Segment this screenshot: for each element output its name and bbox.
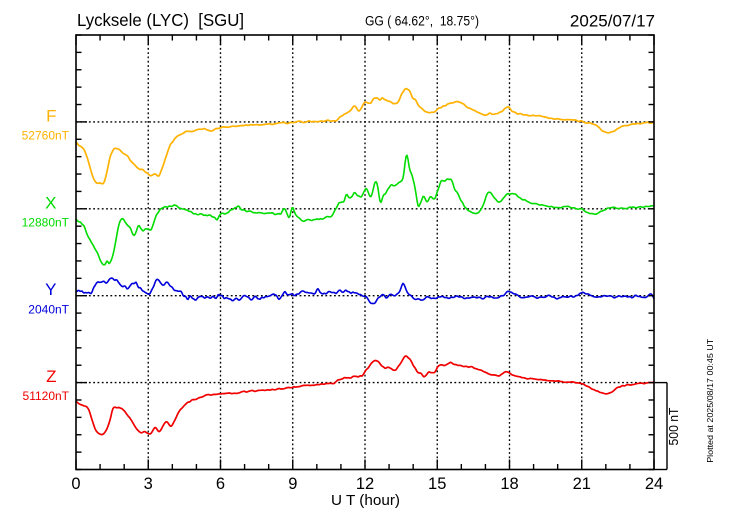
svg-text:X: X — [45, 193, 56, 212]
svg-text:Z: Z — [46, 367, 56, 386]
svg-text:0: 0 — [71, 475, 80, 493]
svg-text:U T (hour): U T (hour) — [331, 492, 400, 509]
svg-text:Plotted at 2025/08/17 00:45 UT: Plotted at 2025/08/17 00:45 UT — [705, 338, 715, 463]
svg-text:9: 9 — [288, 475, 297, 493]
svg-text:Y: Y — [45, 280, 56, 299]
svg-text:18: 18 — [500, 475, 518, 493]
svg-text:GG ( 64.62°, 18.75°): GG ( 64.62°, 18.75°) — [365, 13, 479, 28]
svg-text:24: 24 — [645, 475, 663, 493]
svg-text:6: 6 — [216, 475, 225, 493]
svg-text:2025/07/17: 2025/07/17 — [570, 12, 655, 31]
svg-text:3: 3 — [144, 475, 153, 493]
svg-text:2040nT: 2040nT — [28, 302, 69, 316]
svg-text:51120nT: 51120nT — [23, 389, 70, 403]
svg-text:F: F — [46, 106, 56, 125]
svg-text:21: 21 — [573, 475, 591, 493]
svg-text:500 nT: 500 nT — [666, 407, 681, 445]
svg-text:15: 15 — [428, 475, 446, 493]
svg-text:12880nT: 12880nT — [22, 215, 70, 229]
svg-text:52760nT: 52760nT — [22, 129, 70, 143]
svg-text:Lycksele (LYC) [SGU]: Lycksele (LYC) [SGU] — [77, 10, 244, 30]
svg-text:12: 12 — [356, 475, 374, 493]
